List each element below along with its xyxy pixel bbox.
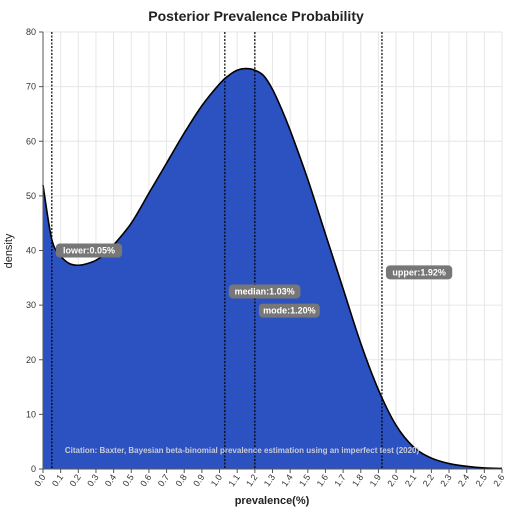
x-tick-label: 2.0 (385, 472, 400, 488)
y-tick-label: 60 (26, 136, 36, 146)
x-tick-label: 2.4 (456, 472, 471, 488)
x-axis-title: prevalence(%) (235, 495, 310, 507)
x-tick-label: 1.5 (297, 472, 312, 488)
annotation-text: median:1.03% (235, 286, 295, 296)
x-tick-label: 1.1 (226, 472, 241, 488)
x-tick-label: 0.0 (32, 472, 47, 488)
x-tick-labels: 0.0 0.1 0.2 0.3 0.4 0.5 0.6 0.7 0.8 0.9 1.0 1.1 1.2 1… (32, 469, 507, 488)
annotations: lower:0.05% median:1.03% mode:1.20% upper:1… (55, 243, 453, 318)
x-tick-label: 0.6 (138, 472, 153, 488)
x-tick-label: 0.5 (121, 472, 136, 488)
x-tick-label: 2.2 (421, 472, 436, 488)
y-tick-label: 50 (26, 191, 36, 201)
annotation-box (258, 303, 320, 318)
annotation-label: mode:1.20% (258, 303, 320, 318)
x-tick-label: 1.3 (262, 472, 277, 488)
x-tick-label: 1.9 (368, 472, 383, 488)
y-tick-labels: 0 10 20 30 40 50 60 70 80 (26, 27, 43, 474)
x-tick-label: 0.7 (156, 472, 171, 488)
marker-lines (51, 32, 383, 469)
y-axis-title: density (3, 233, 15, 268)
annotation-text: upper:1.92% (392, 267, 446, 277)
x-tick-label: 0.1 (50, 472, 65, 488)
chart-title: Posterior Prevalence Probability (148, 8, 364, 24)
y-tick-label: 80 (26, 27, 36, 37)
y-tick-label: 0 (31, 464, 36, 474)
x-tick-label: 2.1 (403, 472, 418, 488)
annotation-label: upper:1.92% (385, 265, 453, 280)
annotation-box (385, 265, 453, 280)
y-tick-label: 70 (26, 82, 36, 92)
density-curve (42, 67, 503, 470)
x-tick-label: 0.3 (85, 472, 100, 488)
density-area (43, 68, 502, 469)
x-tick-label: 1.8 (350, 472, 365, 488)
annotation-box (228, 284, 301, 299)
x-tick-label: 0.2 (68, 472, 83, 488)
x-tick-label: 1.4 (279, 472, 294, 488)
citation: Citation: Baxter, Bayesian beta-binomial… (65, 446, 420, 455)
annotation-label: median:1.03% (228, 284, 301, 299)
x-tick-label: 1.0 (209, 472, 224, 488)
annotation-box (55, 243, 123, 258)
y-tick-label: 10 (26, 409, 36, 419)
y-tick-label: 30 (26, 300, 36, 310)
x-tick-label: 2.6 (491, 472, 506, 488)
x-tick-label: 1.7 (332, 472, 347, 488)
annotation-label: lower:0.05% (55, 243, 123, 258)
x-tick-label: 0.9 (191, 472, 206, 488)
x-tick-label: 2.5 (474, 472, 489, 488)
y-tick-label: 20 (26, 355, 36, 365)
y-tick-label: 40 (26, 246, 36, 256)
x-tick-label: 2.3 (438, 472, 453, 488)
x-tick-label: 0.4 (103, 472, 118, 488)
annotation-text: mode:1.20% (263, 306, 316, 316)
x-tick-label: 1.2 (244, 472, 259, 488)
annotation-text: lower:0.05% (63, 246, 115, 256)
x-tick-label: 1.6 (315, 472, 330, 488)
x-tick-label: 0.8 (173, 472, 188, 488)
